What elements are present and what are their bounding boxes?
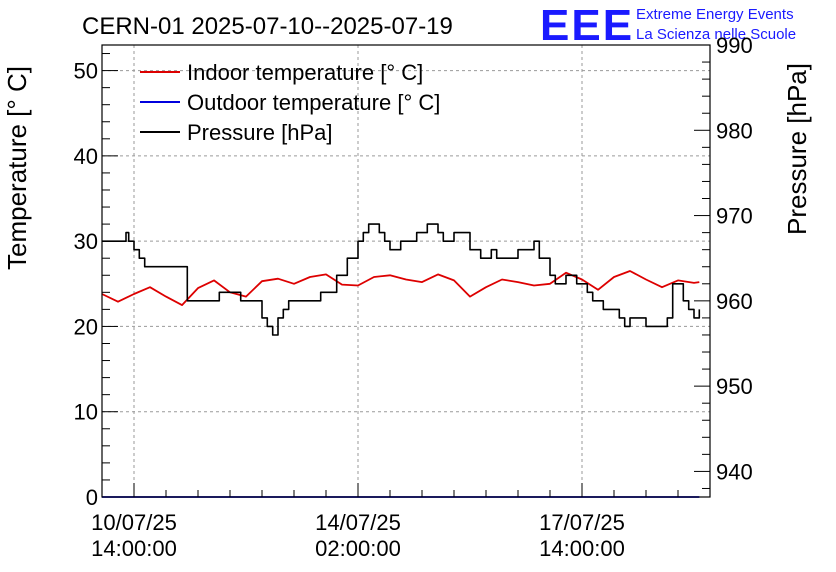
legend-entry-1: Outdoor temperature [° C] [187,90,440,115]
right-tick-label: 980 [716,118,753,143]
series-line-2 [102,223,701,336]
left-tick-label: 30 [74,229,98,254]
eee-logo: EEE Extreme Energy Events La Scienza nel… [540,1,796,50]
logo-acronym: EEE [540,1,634,50]
series-line-0 [101,270,700,306]
bottom-tick-date: 14/07/25 [315,510,401,535]
right-axis-title: Pressure [hPa] [782,63,812,235]
right-tick-label: 950 [716,374,753,399]
chart-title: CERN-01 2025-07-10--2025-07-19 [82,13,453,40]
legend: Indoor temperature [° C] Outdoor temperat… [140,60,440,145]
plot-series [101,223,701,498]
right-tick-label: 960 [716,289,753,314]
logo-line-2: La Scienza nelle Scuole [636,26,796,43]
left-tick-label: 10 [74,400,98,425]
bottom-tick-date: 17/07/25 [539,510,625,535]
right-tick-label: 940 [716,459,753,484]
legend-entry-0: Indoor temperature [° C] [187,60,423,85]
bottom-tick-time: 02:00:00 [315,536,401,561]
left-tick-label: 40 [74,144,98,169]
legend-entry-2: Pressure [hPa] [187,120,333,145]
left-axis: 0 10 20 30 40 50 [74,53,118,510]
right-tick-label: 990 [716,33,753,58]
left-tick-label: 20 [74,314,98,339]
plot-frame [101,44,711,498]
logo-line-1: Extreme Energy Events [636,6,794,23]
left-tick-label: 0 [86,485,98,510]
right-axis: 940 950 960 970 980 990 [694,33,753,489]
bottom-tick-time: 14:00:00 [539,536,625,561]
left-axis-title: Temperature [° C] [2,66,32,270]
grid [102,45,710,497]
bottom-axis: 10/07/2514:00:0014/07/2502:00:0017/07/25… [91,483,711,561]
left-tick-label: 50 [74,59,98,84]
right-tick-label: 970 [716,204,753,229]
bottom-tick-time: 14:00:00 [91,536,177,561]
bottom-tick-date: 10/07/25 [91,510,177,535]
